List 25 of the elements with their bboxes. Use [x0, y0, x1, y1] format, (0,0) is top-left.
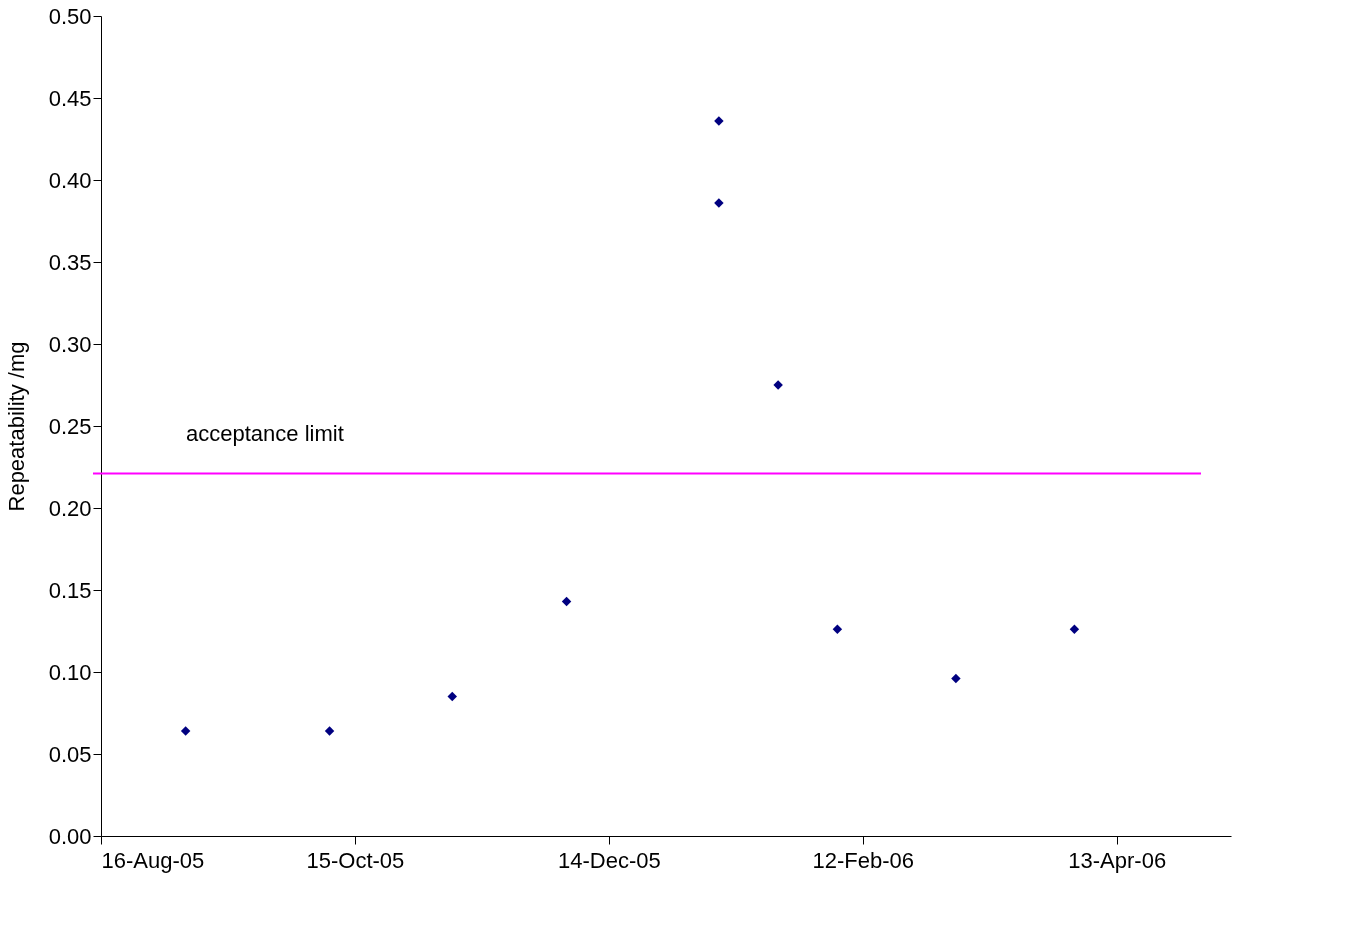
y-tick-label: 0.50 [48, 3, 92, 29]
y-tick-label: 0.00 [48, 823, 92, 849]
ref-line-label: acceptance limit [186, 420, 344, 446]
y-tick-label: 0.05 [48, 741, 92, 767]
point [1069, 624, 1080, 635]
point [324, 726, 335, 736]
x-tick-label: 16-Aug-05 [101, 847, 205, 873]
point [447, 691, 458, 702]
y-tick-label: 0.35 [48, 249, 92, 275]
point [832, 624, 843, 635]
point [561, 596, 572, 607]
x-tick-label: 13-Apr-06 [1068, 847, 1167, 873]
y-tick-label: 0.15 [48, 577, 92, 603]
y-tick-label: 0.30 [48, 331, 92, 357]
y-axis-title: Repeatability /mg [3, 341, 29, 512]
point [180, 726, 191, 736]
y-tick-label: 0.25 [48, 413, 92, 439]
y-tick-label: 0.10 [48, 659, 92, 685]
y-tick-label: 0.45 [48, 85, 92, 111]
point [951, 673, 961, 684]
x-tick-label: 15-Oct-05 [306, 847, 405, 873]
y-tick-label: 0.40 [48, 167, 92, 193]
x-tick-label: 14-Dec-05 [558, 847, 661, 873]
x-tick-label: 12-Feb-06 [812, 847, 915, 873]
y-tick-label: 0.20 [48, 495, 92, 521]
